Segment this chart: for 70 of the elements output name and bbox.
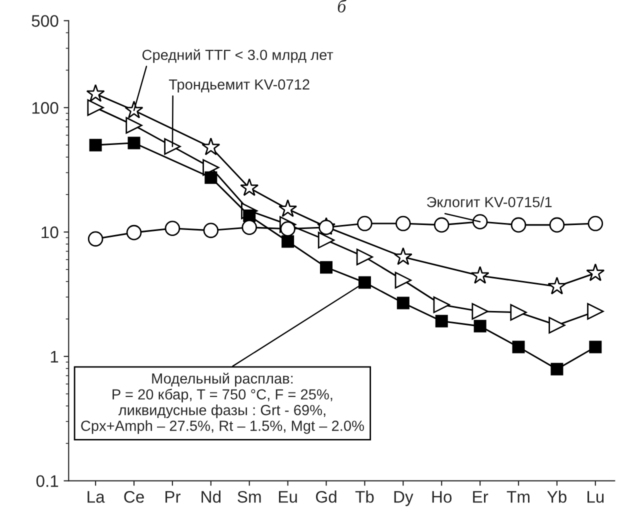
x-tick-label: Er: [473, 491, 488, 503]
point: [472, 303, 488, 320]
point: [126, 224, 142, 240]
point: [88, 231, 104, 247]
point: [89, 138, 102, 152]
point: [472, 214, 488, 230]
point: [510, 304, 527, 321]
point: [164, 138, 181, 155]
point: [202, 159, 220, 176]
x-tick-label: Tb: [355, 490, 374, 503]
point: [164, 220, 180, 236]
point: [126, 117, 142, 134]
point: [548, 316, 566, 334]
point: [434, 217, 450, 233]
point: [357, 216, 372, 232]
point: [589, 340, 602, 354]
point: [318, 220, 334, 236]
x-tick-label: Eu: [278, 491, 297, 503]
x-tick-label: Yb: [547, 490, 566, 503]
point: [587, 303, 604, 320]
point: [356, 248, 374, 266]
point: [588, 216, 604, 232]
point: [202, 138, 220, 156]
point: [510, 217, 526, 233]
point: [474, 320, 486, 332]
point: [128, 136, 140, 150]
point: [394, 272, 412, 289]
point: [240, 178, 259, 196]
point: [549, 217, 565, 233]
point: [433, 296, 450, 314]
text: Модельный расплав: P = 20 кбар, T = 750 °C, F = 25%, ликвидусные фазы : Grt - 69%, Cpx+Amph – 27.5%, Rt – 1.5%, Mgt – 2.0%: [81, 372, 364, 434]
series-label: Эклогит KV-0715/1: [426, 196, 552, 208]
text: Трондьемит KV-0712: [168, 79, 310, 93]
x-tick-label: Ce: [124, 490, 144, 503]
x-tick-label: Pr: [165, 491, 181, 503]
point: [550, 362, 564, 376]
y-tick-label: 500: [32, 15, 58, 27]
point: [394, 247, 412, 265]
point: [548, 276, 566, 294]
text: Средний ТТГ < 3.0 млрд лет: [142, 49, 334, 63]
point: [204, 171, 218, 184]
y-tick-label: 1: [50, 350, 58, 362]
point: [203, 222, 219, 238]
point: [435, 314, 448, 328]
point: [86, 84, 105, 102]
x-tick-label: Ho: [432, 491, 452, 503]
point: [396, 216, 411, 232]
y-tick-label: 10: [42, 226, 58, 238]
x-tick-label: Nd: [202, 490, 220, 503]
x-tick-label: Dy: [394, 491, 414, 506]
x-tick-label: Gd: [316, 490, 336, 503]
point: [318, 232, 335, 249]
x-tick-label: Tm: [506, 491, 530, 503]
point: [282, 235, 294, 248]
y-tick-label: 100: [32, 102, 58, 114]
point: [470, 266, 490, 284]
point: [320, 261, 333, 274]
point: [87, 99, 104, 116]
point: [278, 199, 298, 218]
point: [512, 340, 525, 354]
point: [396, 296, 410, 310]
point: [586, 263, 605, 282]
x-tick-label: Sm: [238, 490, 261, 503]
x-tick-label: La: [88, 491, 105, 503]
x-tick-label: Lu: [588, 491, 604, 503]
point: [280, 221, 296, 237]
point: [242, 220, 257, 236]
point: [124, 100, 144, 118]
y-tick-label: 0.1: [36, 475, 58, 488]
point: [358, 276, 371, 289]
